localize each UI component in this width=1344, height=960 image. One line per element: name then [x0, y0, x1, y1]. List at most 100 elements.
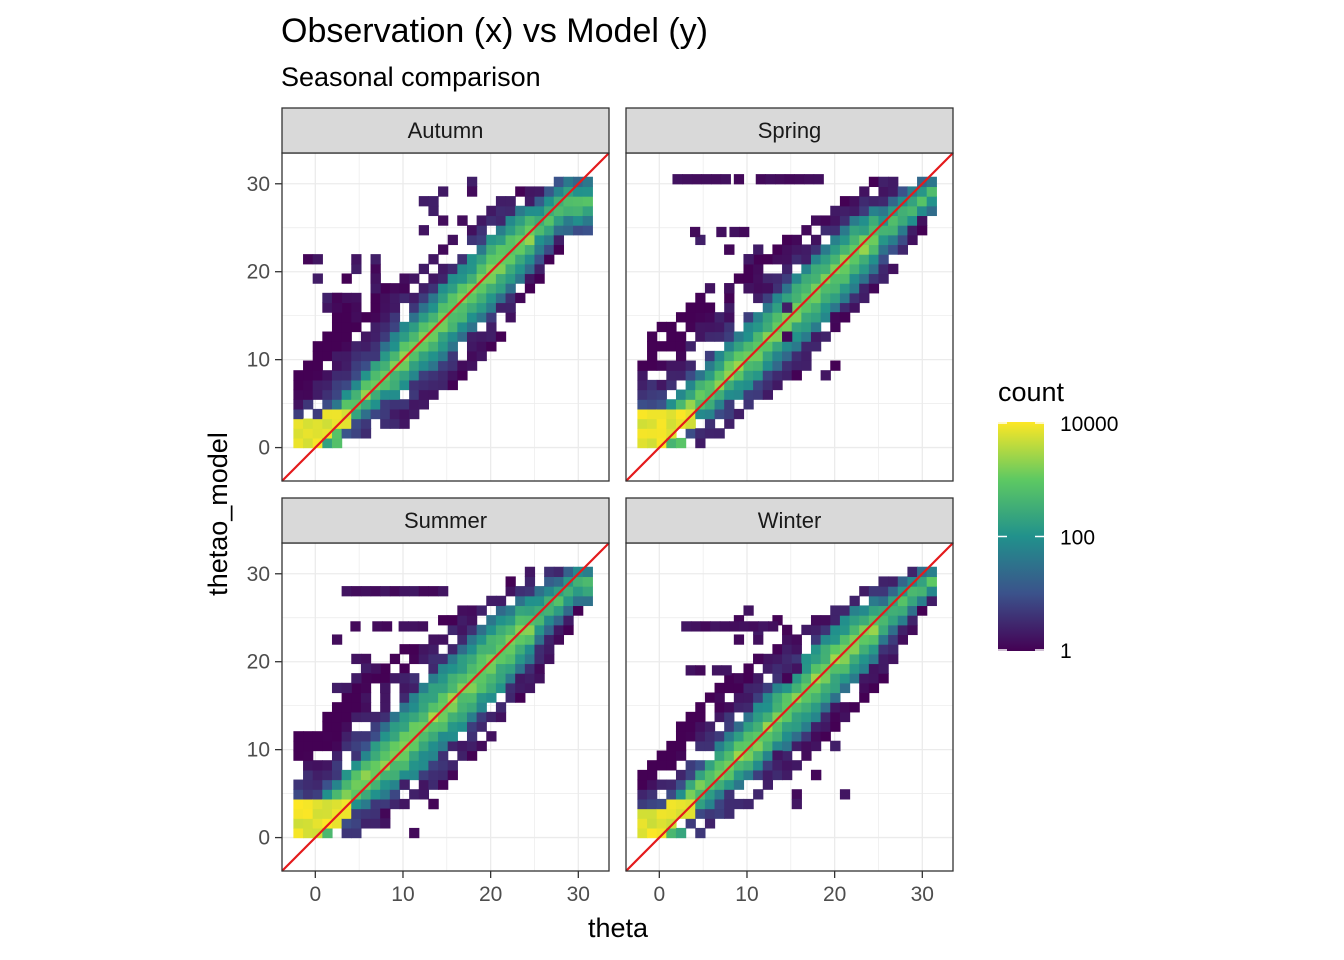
heatmap-bin [695, 302, 706, 313]
heatmap-bin [839, 234, 851, 246]
heatmap-bin [714, 360, 725, 371]
heatmap-bin [351, 418, 362, 429]
heatmap-bin [486, 634, 497, 645]
heatmap-bin [733, 779, 745, 790]
heatmap-bin [582, 586, 593, 597]
heatmap-bin [495, 653, 507, 665]
heatmap-bin [457, 702, 468, 713]
heatmap-bin [859, 205, 870, 217]
heatmap-bin [704, 798, 716, 810]
heatmap-bin [782, 312, 793, 323]
heatmap-bin [447, 331, 458, 342]
heatmap-bin [743, 673, 754, 684]
heatmap-bin [888, 624, 899, 636]
heatmap-bin [312, 379, 323, 391]
heatmap-bin [341, 273, 352, 284]
heatmap-bin [675, 721, 687, 732]
facet-strip-label: Spring [758, 118, 822, 143]
heatmap-bin [553, 186, 565, 197]
heatmap-bin [466, 653, 478, 665]
heatmap-bin [322, 418, 333, 429]
y-tick-label: 20 [247, 651, 270, 674]
heatmap-bin [360, 673, 372, 684]
heatmap-bin [370, 379, 381, 391]
heatmap-bin [524, 254, 536, 265]
heatmap-bin [681, 621, 692, 632]
heatmap-bin [839, 205, 851, 217]
heatmap-bin [399, 740, 410, 752]
heatmap-bin [810, 615, 822, 626]
heatmap-bin [791, 312, 802, 323]
heatmap-bin [729, 226, 740, 238]
heatmap-bin [868, 605, 880, 616]
heatmap-bin [515, 225, 526, 236]
heatmap-bin [907, 566, 918, 578]
heatmap-bin [762, 312, 774, 323]
heatmap-bin [762, 360, 774, 371]
heatmap-bin [647, 399, 658, 410]
heatmap-bin [389, 731, 401, 742]
heatmap-bin [438, 760, 449, 771]
heatmap-bin [868, 615, 880, 626]
heatmap-bin [438, 379, 449, 391]
heatmap-bin [495, 711, 507, 723]
heatmap-bin [409, 692, 420, 703]
heatmap-bin [447, 740, 458, 752]
heatmap-bin [772, 692, 783, 703]
heatmap-bin [810, 644, 822, 655]
heatmap-bin [380, 418, 391, 429]
heatmap-bin [505, 663, 516, 674]
heatmap-bin [331, 379, 343, 391]
heatmap-bin [331, 428, 343, 439]
heatmap-bin [743, 798, 754, 810]
y-tick-label: 30 [247, 173, 270, 196]
heatmap-bin [466, 292, 478, 304]
heatmap-bin [322, 760, 333, 771]
heatmap-bin [447, 273, 458, 284]
heatmap-bin [389, 673, 401, 684]
heatmap-bin [409, 750, 420, 761]
heatmap-bin [515, 263, 526, 275]
heatmap-bin [724, 418, 735, 429]
heatmap-bin [495, 634, 507, 645]
heatmap-bin [704, 331, 716, 342]
heatmap-bin [868, 176, 880, 188]
heatmap-bin [495, 682, 507, 694]
heatmap-bin [351, 702, 362, 713]
heatmap-bin [637, 370, 648, 381]
heatmap-bin [695, 740, 706, 752]
heatmap-bin [351, 769, 362, 781]
heatmap-bin [351, 818, 362, 829]
heatmap-bin [409, 586, 420, 597]
heatmap-bin [685, 665, 696, 676]
heatmap-bin [372, 621, 383, 632]
heatmap-bin [457, 321, 468, 333]
heatmap-bin [505, 196, 516, 207]
heatmap-bin [839, 312, 851, 323]
heatmap-bin [389, 711, 401, 723]
heatmap-bin [743, 263, 754, 275]
heatmap-bin [438, 682, 449, 694]
heatmap-bin [772, 379, 783, 391]
heatmap-bin [303, 769, 314, 781]
heatmap-bin [341, 370, 352, 381]
heatmap-bin [524, 205, 536, 217]
heatmap-bin [801, 673, 812, 684]
heatmap-bin [370, 312, 381, 323]
heatmap-bin [495, 595, 507, 607]
heatmap-bin [720, 174, 731, 185]
heatmap-bin [695, 370, 706, 381]
heatmap-bin [447, 615, 458, 626]
heatmap-bin [438, 634, 449, 645]
heatmap-bin [409, 370, 420, 381]
heatmap-bin [389, 389, 401, 400]
heatmap-bin [810, 321, 822, 333]
heatmap-bin [724, 779, 735, 790]
heatmap-bin [666, 379, 677, 391]
heatmap-bin [695, 769, 706, 781]
heatmap-bin [888, 244, 899, 255]
heatmap-bin [762, 341, 774, 352]
heatmap-bin [753, 673, 764, 684]
heatmap-bin [505, 254, 516, 265]
heatmap-bin [830, 711, 841, 723]
